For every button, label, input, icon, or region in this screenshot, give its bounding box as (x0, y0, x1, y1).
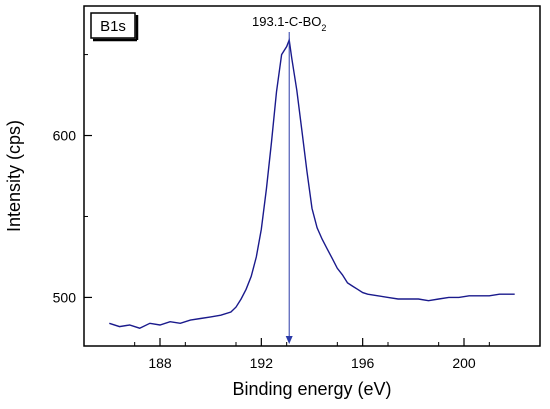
x-tick-label: 200 (452, 355, 476, 371)
plot-frame (83, 5, 541, 347)
y-axis-title: Intensity (cps) (4, 120, 24, 232)
x-tick-label: 192 (250, 355, 274, 371)
y-axis-ticks: 500 600 (53, 54, 92, 305)
tag-box: B1s (90, 12, 139, 42)
y-tick-label: 500 (53, 289, 77, 305)
annotation-subscript: 2 (321, 23, 326, 33)
series-line (109, 37, 515, 329)
x-tick-label: 188 (148, 355, 172, 371)
x-axis-ticks: 188 192 196 200 (83, 338, 541, 371)
x-tick-label: 196 (351, 355, 375, 371)
annotation-arrow (285, 336, 293, 344)
annotation-label: 193.1-C-BO2 (252, 14, 326, 33)
x-axis-title: Binding energy (eV) (232, 379, 391, 399)
tag-label: B1s (100, 18, 126, 35)
y-tick-label: 600 (53, 128, 77, 144)
annotation-base: 193.1-C-BO (252, 14, 321, 29)
